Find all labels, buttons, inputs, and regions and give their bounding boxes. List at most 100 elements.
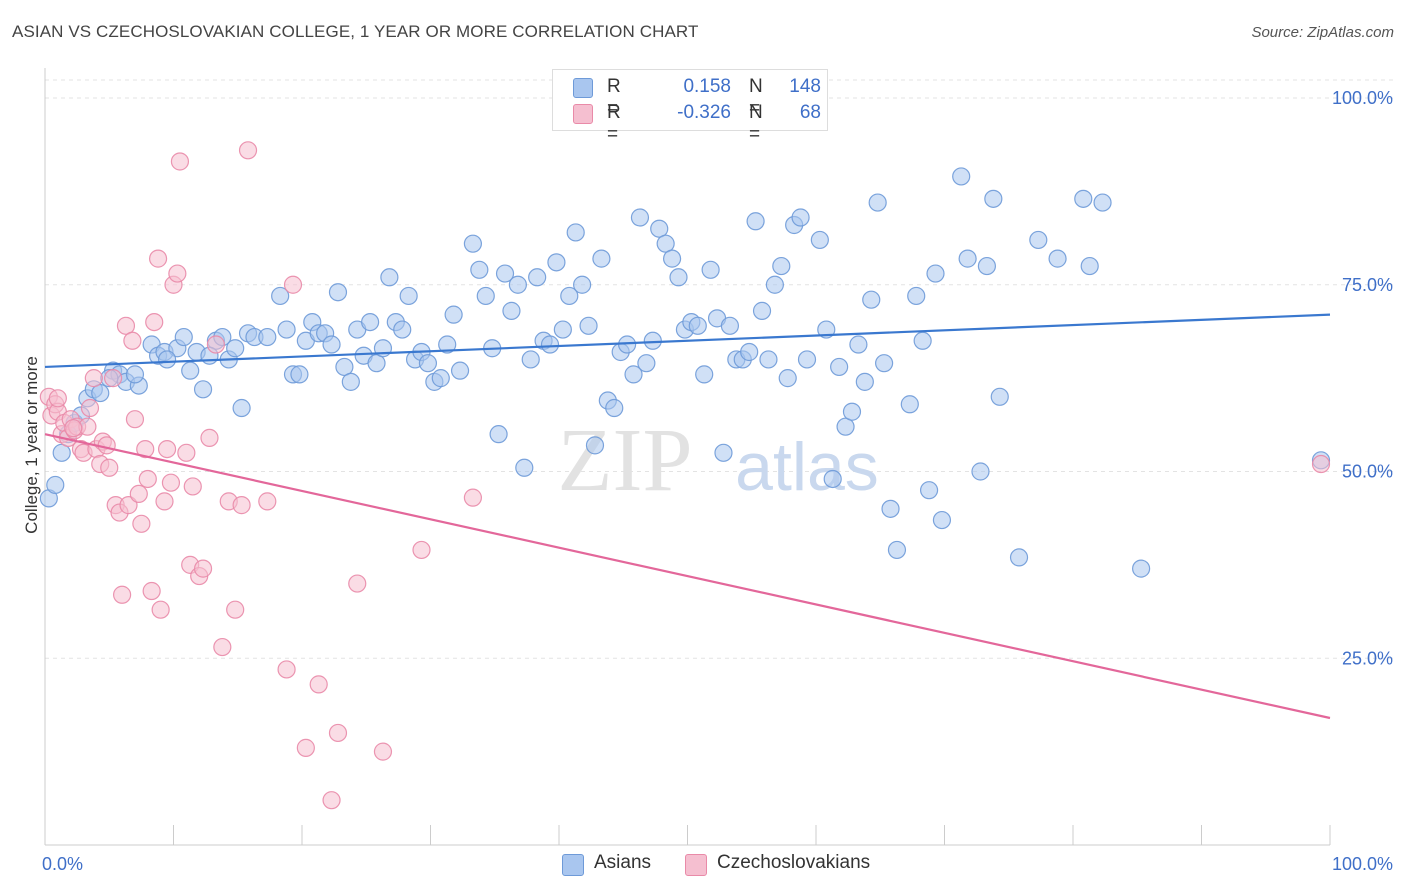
point-asians — [495, 264, 515, 283]
point-czechoslovakians — [132, 514, 151, 533]
point-czechoslovakians — [157, 439, 177, 459]
point-asians — [566, 223, 585, 242]
legend-r-label: R = — [607, 102, 621, 145]
point-asians — [746, 212, 765, 231]
point-asians — [341, 372, 360, 391]
point-czechoslovakians — [168, 264, 187, 283]
point-czechoslovakians — [161, 473, 181, 492]
point-asians — [740, 342, 759, 362]
point-asians — [984, 189, 1003, 208]
point-czechoslovakians — [348, 574, 367, 593]
point-asians — [399, 286, 418, 306]
point-asians — [875, 354, 894, 373]
point-czechoslovakians — [200, 428, 219, 447]
y-axis-label-wrap: College, 1 year or more — [18, 265, 46, 625]
gridlines — [45, 79, 1393, 659]
point-czechoslovakians — [296, 738, 315, 757]
point-asians — [125, 365, 145, 384]
chart-title: ASIAN VS CZECHOSLOVAKIAN COLLEGE, 1 YEAR… — [12, 22, 699, 41]
point-asians — [855, 372, 874, 391]
data-points — [39, 141, 1331, 810]
point-asians — [1074, 189, 1093, 208]
point-asians — [868, 193, 887, 212]
point-asians — [521, 350, 540, 369]
point-asians — [605, 398, 624, 418]
point-czechoslovakians — [183, 477, 202, 496]
x-tick-label: 100.0% — [1332, 854, 1393, 874]
legend-r-label: R = — [607, 76, 621, 119]
bottom-legend-swatch-asians — [562, 854, 584, 876]
point-asians — [547, 253, 566, 272]
point-czechoslovakians — [373, 742, 393, 761]
point-asians — [508, 275, 527, 294]
source-label: Source: ZipAtlas.com — [1251, 24, 1394, 41]
point-asians — [540, 335, 560, 354]
point-asians — [489, 425, 508, 444]
bottom-legend-label-czechoslovakians: Czechoslovakians — [717, 852, 871, 873]
point-asians — [290, 365, 309, 384]
point-asians — [926, 264, 945, 283]
point-czechoslovakians — [206, 335, 226, 354]
point-asians — [849, 335, 868, 354]
point-czechoslovakians — [151, 600, 170, 619]
point-asians — [624, 365, 643, 384]
point-asians — [502, 301, 521, 320]
point-asians — [579, 316, 598, 335]
point-asians — [1132, 559, 1151, 578]
point-czechoslovakians — [123, 331, 142, 350]
point-czechoslovakians — [48, 389, 67, 408]
point-asians — [463, 234, 483, 253]
point-asians — [418, 354, 438, 373]
bottom-legend: Asians Czechoslovakians — [0, 852, 1406, 876]
legend-n-value: 148 — [789, 76, 821, 97]
point-czechoslovakians — [148, 249, 168, 268]
point-czechoslovakians — [80, 398, 100, 418]
point-asians — [695, 365, 714, 384]
point-czechoslovakians — [213, 637, 232, 657]
point-asians — [932, 510, 952, 530]
point-asians — [393, 320, 412, 339]
legend-n-label: N = — [749, 76, 763, 119]
y-tick-label: 100.0% — [1332, 88, 1393, 108]
legend-n-label: N = — [749, 102, 763, 145]
point-czechoslovakians — [170, 152, 190, 171]
point-asians — [1080, 256, 1099, 276]
point-asians — [271, 286, 290, 306]
point-asians — [258, 327, 277, 347]
point-asians — [470, 260, 489, 279]
point-asians — [560, 286, 579, 306]
point-asians — [585, 436, 605, 455]
point-czechoslovakians — [125, 410, 145, 429]
point-asians — [515, 458, 534, 477]
point-czechoslovakians — [177, 443, 196, 462]
point-asians — [181, 361, 200, 380]
point-asians — [1048, 249, 1067, 268]
point-asians — [1029, 230, 1048, 250]
point-asians — [226, 339, 245, 358]
point-asians — [1093, 193, 1112, 212]
point-asians — [528, 268, 547, 287]
point-czechoslovakians — [155, 492, 174, 511]
point-czechoslovakians — [258, 492, 277, 511]
point-asians — [232, 398, 251, 418]
point-asians — [669, 268, 688, 287]
point-czechoslovakians — [283, 275, 303, 294]
point-asians — [952, 167, 971, 186]
x-tick-label: 0.0% — [42, 854, 83, 874]
point-asians — [887, 540, 907, 560]
point-asians — [791, 208, 810, 227]
point-asians — [592, 249, 611, 268]
point-asians — [862, 290, 881, 309]
point-asians — [438, 335, 457, 354]
point-czechoslovakians — [129, 484, 148, 504]
point-czechoslovakians — [238, 141, 258, 160]
point-asians — [752, 301, 772, 320]
legend-swatch-czechoslovakians — [573, 104, 593, 124]
point-asians — [380, 268, 399, 287]
point-czechoslovakians — [232, 496, 251, 515]
point-czechoslovakians — [112, 585, 132, 604]
y-tick-label: 50.0% — [1342, 462, 1393, 482]
point-asians — [637, 354, 656, 373]
axes — [44, 68, 1331, 846]
point-czechoslovakians — [309, 675, 328, 694]
